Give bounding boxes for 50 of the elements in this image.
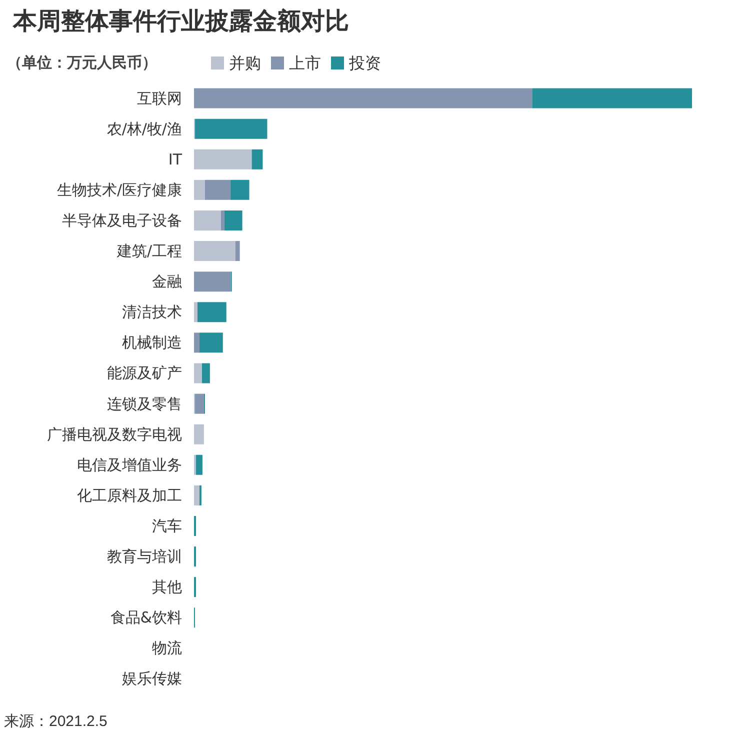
bar [194,272,231,292]
source-note: 来源：2021.2.5 [4,713,108,730]
bar [196,454,202,475]
y-tick-label: 其他 [152,578,182,596]
y-tick-label: 生物技术/医疗健康 [56,180,182,199]
y-tick-label: 食品&饮料 [110,608,182,627]
bar [194,485,200,506]
bar [194,180,205,200]
bar [194,88,532,108]
chart-subtitle: （单位：万元人民币） [7,54,157,72]
y-tick-label: 教育与培训 [107,548,182,566]
legend-label: 上市 [289,54,321,72]
y-tick-label: IT [168,150,183,168]
chart-title: 本周整体事件行业披露金额对比 [12,7,349,35]
bar [194,302,198,322]
y-tick-label: 电信及增值业务 [77,456,182,474]
legend-label: 并购 [229,54,261,72]
bar [194,241,236,262]
bar [252,149,263,170]
bar [194,118,268,139]
bar [230,180,250,200]
y-tick-label: 化工原料及加工 [77,486,182,504]
y-tick-label: 连锁及零售 [107,394,182,413]
bar [194,363,202,384]
y-tick-label: 机械制造 [122,334,182,352]
y-tick-label: 汽车 [152,516,182,535]
y-tick-label: 金融 [152,272,182,291]
bar [202,363,210,384]
bar [204,180,230,200]
bar [197,302,226,322]
bar [199,332,223,353]
bar [194,149,252,170]
y-tick-label: 能源及矿产 [107,364,182,382]
bar [194,332,200,353]
y-tick-label: 农/林/牧/渔 [106,120,182,138]
bar [194,394,204,414]
y-tick-label: 建筑/工程 [116,242,182,260]
y-tick-label: 娱乐传媒 [122,670,182,688]
bar [532,88,692,108]
bar [194,210,221,230]
y-tick-label: 互联网 [137,89,182,108]
bar [235,241,240,262]
y-tick-label: 半导体及电子设备 [62,211,182,230]
bar [224,210,242,230]
bar [220,210,224,230]
y-tick-label: 广播电视及数字电视 [47,425,182,444]
bar [194,424,204,444]
legend-label: 投资 [348,54,381,72]
y-tick-label: 清洁技术 [122,303,182,322]
y-tick-label: 物流 [152,639,182,658]
